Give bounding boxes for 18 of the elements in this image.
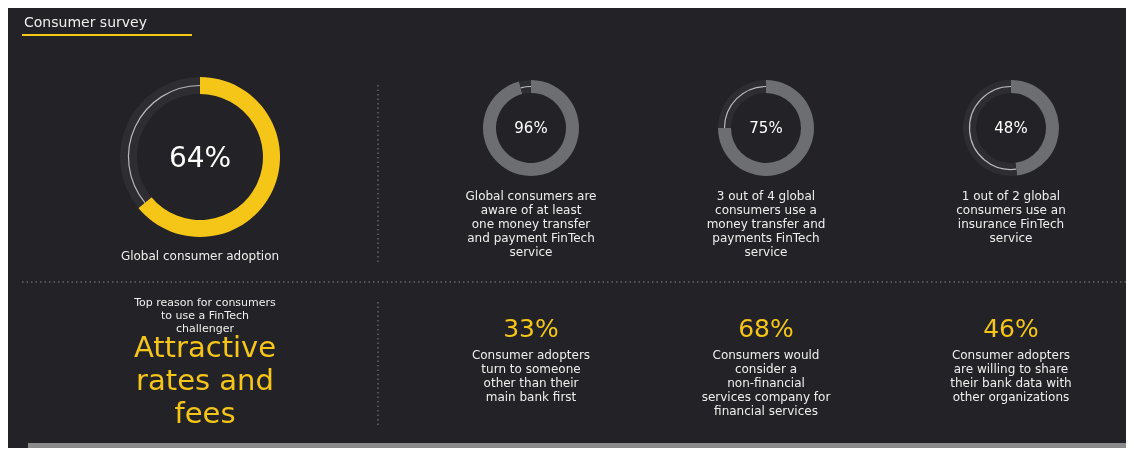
data-label: 48% bbox=[994, 119, 1028, 138]
donut-slice bbox=[718, 80, 814, 176]
text: Global consumers are aware of at least one money transfer and payment FinTech service bbox=[465, 189, 597, 259]
text: 46% bbox=[983, 314, 1039, 343]
donut-slice bbox=[483, 80, 579, 176]
data-label: 96% bbox=[514, 119, 548, 138]
text: Global consumer adoption bbox=[120, 249, 280, 263]
text: 33% bbox=[503, 314, 559, 343]
text: Consumer adopters turn to someone other than their main bank first bbox=[471, 348, 591, 404]
donut-slice bbox=[138, 77, 280, 237]
text: 68% bbox=[738, 314, 794, 343]
data-label: 75% bbox=[749, 119, 783, 138]
data-label: 64% bbox=[168, 141, 232, 175]
text: Consumers would consider a non-financial services company for financial services bbox=[701, 348, 831, 418]
text: 3 out of 4 global consumers use a money transfer and payments FinTech service bbox=[706, 189, 826, 259]
text: 1 out of 2 global consumers use an insurance FinTech service bbox=[956, 189, 1066, 245]
text: Consumer adopters are willing to share their bank data with other organizations bbox=[950, 348, 1072, 404]
text: Consumer survey bbox=[24, 14, 147, 30]
